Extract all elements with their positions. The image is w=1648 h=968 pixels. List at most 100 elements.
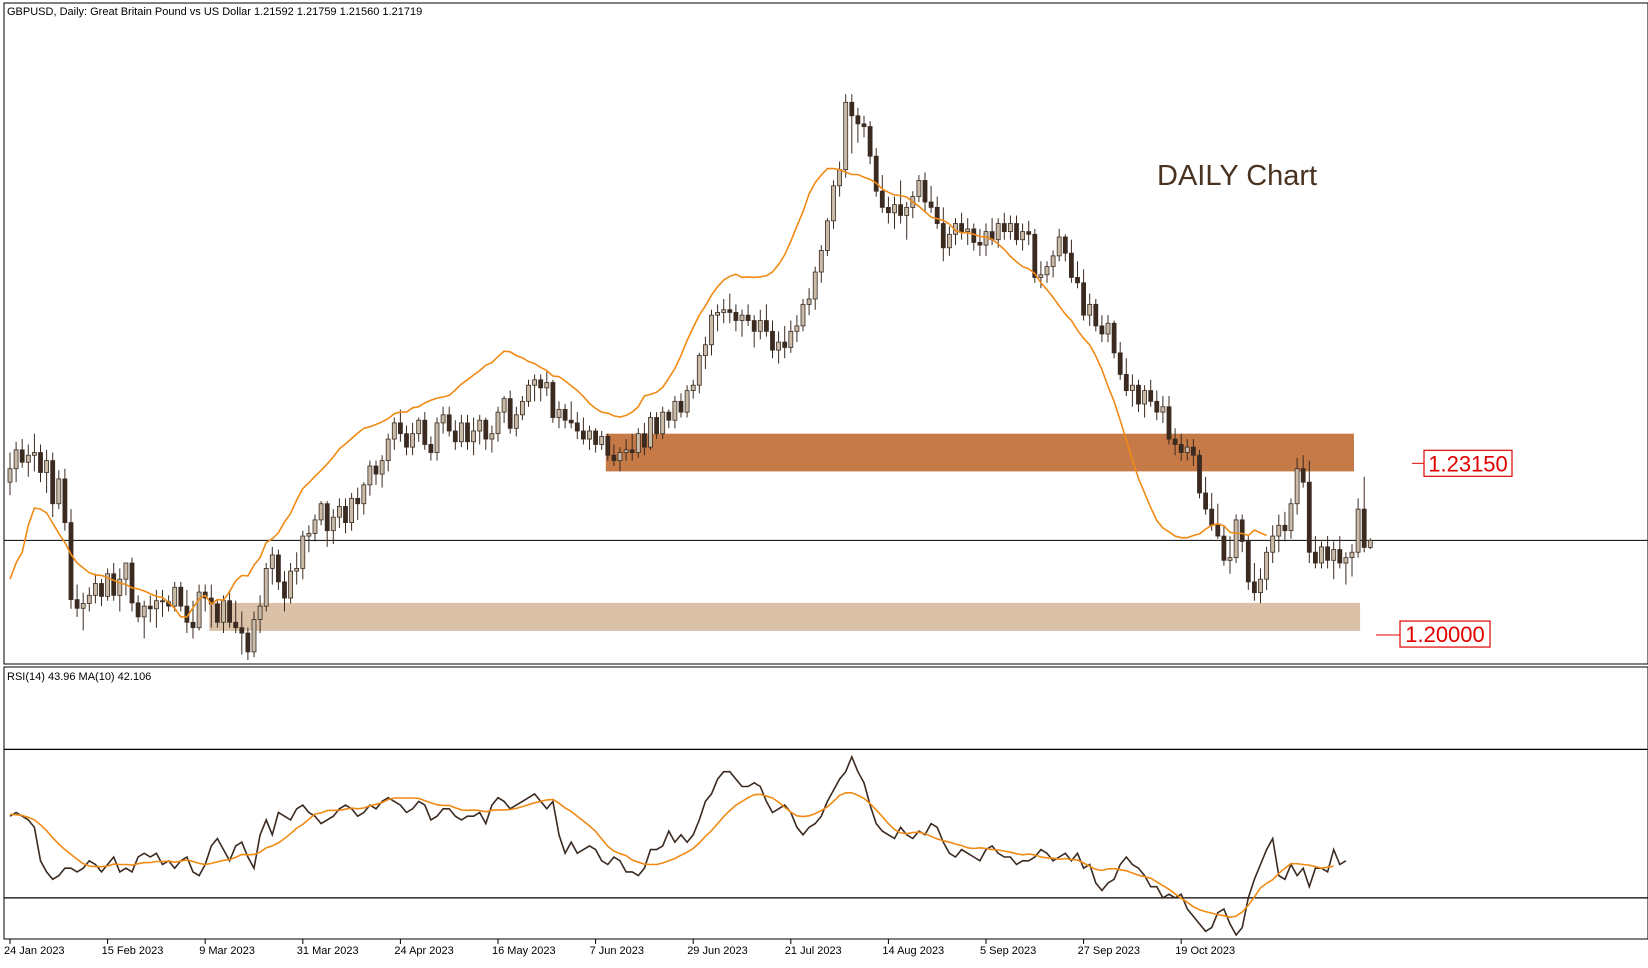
candle-body: [1178, 444, 1184, 453]
candle-body: [886, 206, 891, 214]
candle-body: [275, 554, 281, 583]
candle-body: [831, 185, 836, 222]
candle-body: [1343, 557, 1349, 564]
x-tick-label: 24 Jan 2023: [4, 945, 65, 957]
candle-body: [818, 250, 824, 273]
resistance-zone: [605, 433, 1354, 472]
candle-body: [635, 433, 641, 453]
candle-body: [1136, 384, 1141, 405]
x-tick-label: 5 Sep 2023: [980, 945, 1036, 957]
candle-body: [904, 206, 910, 216]
candle-body: [1172, 438, 1178, 445]
candle-body: [867, 126, 873, 157]
moving-average-line: [9, 167, 1267, 618]
candle-body: [794, 325, 800, 332]
candle-body: [1050, 255, 1056, 268]
resistance-label-box: [1423, 449, 1513, 477]
candle-body: [111, 573, 117, 596]
candle-body: [1026, 231, 1032, 235]
candle-body: [1355, 508, 1361, 553]
candle-body: [526, 384, 531, 402]
candle-body: [227, 600, 233, 623]
candle-body: [330, 516, 336, 532]
candle-body: [623, 449, 629, 453]
candle-body: [306, 532, 312, 537]
candle-body: [50, 460, 56, 505]
candle-body: [855, 115, 861, 125]
candle-body: [1215, 524, 1221, 537]
candle-body: [1367, 539, 1373, 548]
candle-body: [800, 303, 806, 327]
candle-body: [696, 355, 702, 386]
candle-body: [391, 422, 397, 440]
candle-body: [434, 422, 440, 453]
x-tick-label: 21 Jul 2023: [785, 945, 842, 957]
candle-body: [160, 600, 165, 603]
candle-body: [251, 619, 257, 653]
candle-body: [745, 314, 751, 321]
candle-body: [1123, 374, 1129, 391]
candle-body: [959, 223, 964, 233]
candle-body: [1111, 322, 1117, 354]
candle-body: [489, 433, 495, 440]
candle-body: [324, 503, 330, 532]
candle-body: [1245, 541, 1251, 583]
candle-body: [245, 632, 251, 653]
candle-body: [361, 484, 367, 505]
candle-body: [282, 581, 287, 599]
x-tick-label: 7 Jun 2023: [590, 945, 644, 957]
x-tick-label: 29 Jun 2023: [687, 945, 748, 957]
candle-body: [1282, 524, 1288, 532]
candle-body: [373, 465, 379, 475]
candle-body: [458, 422, 464, 443]
candle-body: [1062, 236, 1068, 254]
candle-body: [568, 419, 574, 424]
candle-body: [135, 602, 141, 618]
candle-body: [1270, 535, 1276, 553]
candle-body: [837, 169, 842, 187]
candle-body: [1154, 400, 1160, 413]
x-tick-label: 15 Feb 2023: [102, 945, 164, 957]
candle-body: [86, 594, 92, 604]
support-label-box: [1399, 620, 1491, 648]
x-tick-label: 9 Mar 2023: [199, 945, 255, 957]
candle-body: [550, 382, 556, 418]
candle-body: [56, 478, 62, 505]
candle-body: [74, 599, 80, 609]
candle-body: [105, 573, 110, 597]
candle-body: [318, 503, 324, 521]
x-tick-label: 14 Aug 2023: [882, 945, 944, 957]
x-tick-label: 31 Mar 2023: [297, 945, 359, 957]
candle-body: [495, 411, 501, 435]
candle-body: [422, 419, 428, 445]
candle-body: [355, 497, 361, 505]
candle-body: [922, 180, 928, 203]
candle-body: [1331, 549, 1337, 561]
candle-body: [129, 562, 135, 604]
candle-body: [44, 460, 49, 473]
candle-body: [1313, 551, 1318, 564]
candle-body: [397, 422, 403, 435]
candle-body: [1099, 325, 1105, 335]
candle-body: [1325, 546, 1330, 561]
candle-body: [1306, 481, 1312, 553]
candle-body: [19, 449, 25, 463]
candle-body: [1197, 454, 1202, 494]
candle-body: [1252, 581, 1257, 594]
candle-body: [153, 600, 159, 610]
candle-body: [971, 228, 977, 243]
candle-body: [1319, 546, 1324, 564]
candle-body: [288, 570, 294, 599]
candle-body: [1008, 223, 1013, 233]
candle-body: [648, 417, 653, 448]
candle-body: [1221, 535, 1227, 561]
candle-body: [1148, 390, 1154, 402]
candle-body: [544, 382, 550, 389]
candle-body: [666, 411, 672, 421]
candle-body: [672, 400, 678, 421]
candle-body: [1203, 492, 1208, 510]
candle-body: [1184, 446, 1190, 453]
candle-body: [1142, 390, 1147, 405]
candle-body: [977, 241, 983, 246]
candle-body: [1130, 384, 1135, 391]
